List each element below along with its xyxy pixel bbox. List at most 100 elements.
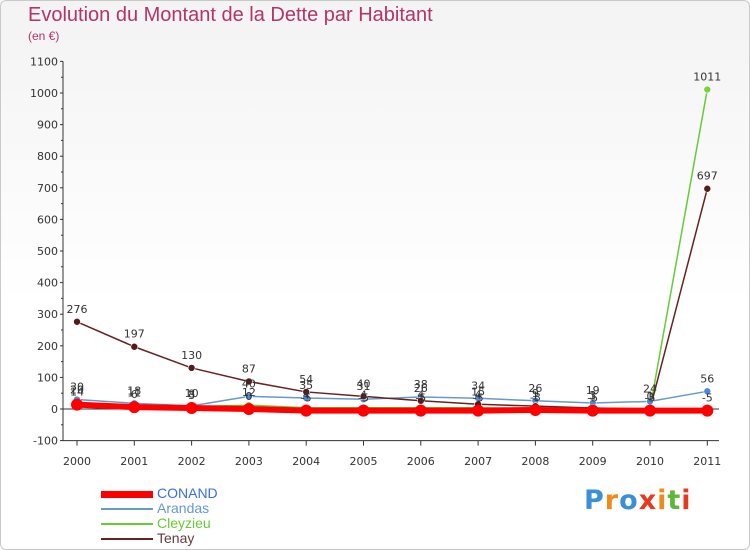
data-label-tenay: 130 — [181, 349, 202, 362]
data-label-cleyzieu: 11 — [127, 387, 141, 400]
data-label-tenay: 697 — [697, 170, 718, 183]
y-tick-label: 500 — [37, 245, 58, 258]
data-label-conand: -5 — [645, 392, 656, 405]
data-point-tenay — [187, 364, 196, 372]
data-point-conand — [185, 402, 198, 415]
x-tick-label: 2002 — [178, 455, 206, 468]
legend-swatch — [101, 523, 153, 525]
data-point-conand — [586, 404, 599, 417]
data-label-conand: 3 — [188, 389, 195, 402]
data-point-arandas — [245, 392, 253, 401]
data-label-cleyzieu: 4 — [303, 389, 310, 402]
logo-letter: i — [681, 485, 692, 516]
data-label-tenay: 26 — [414, 382, 428, 395]
logo-letter: r — [604, 485, 620, 516]
data-label-tenay: 197 — [124, 328, 145, 341]
y-tick-label: 1100 — [30, 55, 58, 68]
data-label-arandas: 31 — [357, 380, 371, 393]
legend-label: Cleyzieu — [157, 515, 211, 531]
data-label-cleyzieu: 12 — [242, 386, 256, 399]
x-tick-label: 2003 — [235, 455, 263, 468]
chart-title: Evolution du Montant de la Dette par Hab… — [28, 4, 433, 26]
data-point-tenay — [245, 377, 253, 386]
data-label-arandas: 38 — [414, 378, 428, 391]
x-tick-label: 2011 — [693, 455, 721, 468]
legend-swatch — [101, 490, 153, 498]
data-label-tenay: 54 — [299, 373, 313, 386]
data-label-cleyzieu: 4 — [475, 389, 482, 402]
data-point-tenay — [359, 392, 368, 401]
data-point-tenay — [416, 396, 425, 405]
data-label-conand: -5 — [473, 392, 484, 405]
data-label-arandas: 34 — [471, 379, 485, 392]
y-tick-label: 800 — [37, 150, 58, 163]
series-line-conand — [74, 401, 711, 414]
logo-letter: i — [657, 485, 668, 516]
data-label-conand: -5 — [358, 392, 369, 405]
x-tick-label: 2010 — [636, 455, 664, 468]
data-label-conand: -3 — [530, 391, 541, 404]
y-tick-label: 900 — [37, 119, 58, 132]
x-tick-label: 2005 — [350, 455, 378, 468]
chart-unit-label: (en €) — [28, 29, 60, 43]
legend-swatch — [101, 538, 153, 540]
data-label-tenay: 276 — [67, 303, 88, 316]
data-point-conand — [71, 398, 83, 411]
legend-label: CONAND — [157, 485, 218, 501]
data-label-conand: 14 — [70, 386, 84, 399]
x-tick-label: 2007 — [464, 455, 492, 468]
y-tick-label: 300 — [37, 308, 58, 321]
data-point-conand — [414, 404, 427, 417]
y-tick-label: 200 — [37, 340, 58, 353]
series-line-tenay — [76, 187, 709, 410]
data-point-conand — [357, 404, 370, 417]
logo-letter: t — [667, 485, 682, 516]
data-label-cleyzieu: 1 — [589, 390, 596, 403]
logo-letter: o — [619, 485, 639, 516]
data-point-tenay — [73, 317, 81, 326]
x-tick-label: 2006 — [407, 455, 435, 468]
data-label-arandas: 19 — [586, 384, 600, 397]
y-tick-label: 1000 — [30, 87, 58, 100]
data-label-cleyzieu: 4 — [360, 389, 367, 402]
data-point-conand — [242, 403, 255, 415]
data-label-conand: 0 — [245, 390, 252, 403]
data-point-tenay — [302, 388, 311, 396]
x-tick-label: 2004 — [292, 455, 320, 468]
data-label-conand: 6 — [131, 388, 138, 401]
data-label-tenay: 0 — [647, 390, 654, 403]
y-tick-label: 100 — [37, 371, 58, 384]
data-label-arandas: 35 — [299, 379, 313, 392]
data-point-tenay — [130, 342, 139, 351]
data-label-arandas: 10 — [185, 387, 199, 400]
legend-label: Arandas — [157, 500, 210, 516]
data-label-cleyzieu: 1011 — [693, 71, 721, 84]
data-label-tenay: 15 — [471, 385, 485, 398]
data-label-tenay: 40 — [357, 377, 371, 390]
data-point-tenay — [703, 184, 712, 193]
x-tick-label: 2008 — [521, 455, 549, 468]
data-point-conand — [472, 404, 485, 417]
data-point-arandas — [703, 387, 712, 396]
data-label-conand: -5 — [702, 392, 713, 405]
data-label-tenay: 9 — [532, 387, 539, 400]
legend-label: Tenay — [157, 530, 195, 546]
data-label-arandas: 18 — [127, 384, 141, 397]
data-label-arandas: 56 — [700, 372, 714, 385]
data-label-tenay: 87 — [242, 363, 256, 376]
logo-letter: x — [638, 485, 658, 516]
logo-letter: P — [584, 485, 605, 516]
data-point-conand — [300, 404, 313, 417]
data-label-tenay: 3 — [589, 389, 596, 402]
data-label-cleyzieu: 1 — [532, 390, 539, 403]
data-label-conand: -5 — [301, 392, 312, 405]
y-tick-label: 0 — [51, 403, 58, 416]
y-tick-label: 400 — [37, 277, 58, 290]
data-point-cleyzieu — [703, 85, 712, 94]
data-label-conand: -5 — [587, 392, 598, 405]
y-tick-label: 700 — [37, 182, 58, 195]
x-tick-label: 2009 — [579, 455, 607, 468]
y-tick-label: -100 — [33, 435, 58, 448]
